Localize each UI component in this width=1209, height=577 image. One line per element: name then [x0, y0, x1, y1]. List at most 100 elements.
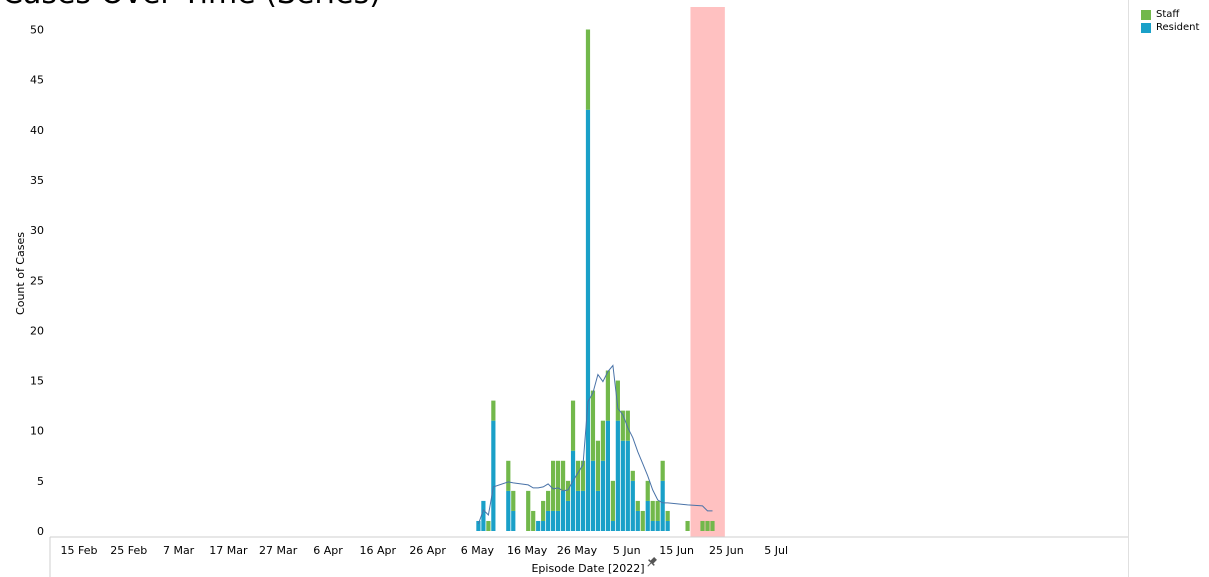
y-tick-label: 45 — [30, 74, 44, 87]
x-tick-label: 15 Jun — [659, 544, 694, 557]
bar-resident — [570, 450, 576, 531]
y-tick-label: 35 — [30, 174, 44, 187]
x-tick-label: 17 Mar — [209, 544, 248, 557]
x-tick-label: 6 Apr — [313, 544, 343, 557]
bar-resident — [595, 490, 601, 531]
bar-staff — [565, 480, 571, 501]
bar-staff — [615, 380, 620, 421]
bar-staff — [705, 520, 710, 531]
x-tick-label: 5 Jun — [613, 544, 641, 557]
bar-resident — [645, 500, 650, 531]
bar-resident — [536, 520, 541, 531]
bar-staff — [486, 520, 491, 531]
bar-resident — [541, 520, 546, 531]
bar-resident — [650, 520, 655, 531]
legend-item-resident[interactable]: Resident — [1141, 22, 1199, 33]
bar-staff — [585, 29, 591, 110]
bar-resident — [585, 109, 591, 532]
bar-staff — [700, 520, 705, 531]
bar-resident — [491, 420, 496, 531]
bar-resident — [481, 500, 486, 531]
bar-resident — [600, 460, 606, 531]
bar-staff — [551, 460, 556, 511]
bar-resident — [560, 490, 566, 531]
highlight-layer — [690, 7, 725, 537]
x-tick-label: 16 May — [507, 544, 548, 557]
trend-line — [477, 364, 713, 525]
legend-swatch-resident — [1141, 22, 1151, 33]
bar-staff — [685, 520, 690, 531]
y-tick-label: 5 — [37, 475, 44, 488]
bar-staff — [531, 510, 536, 531]
legend-item-staff[interactable]: Staff — [1141, 9, 1179, 20]
bar-resident — [546, 510, 551, 531]
x-tick-label: 15 Feb — [60, 544, 97, 557]
bar-staff — [625, 410, 630, 441]
bar-resident — [660, 480, 665, 531]
x-tick-label: 25 Feb — [110, 544, 147, 557]
x-tick-label: 25 Jun — [709, 544, 744, 557]
legend-label-staff: Staff — [1156, 9, 1180, 20]
bar-staff — [650, 500, 655, 521]
bar-staff — [560, 460, 566, 491]
bar-staff — [620, 410, 625, 441]
bar-staff — [640, 510, 645, 531]
bar-resident — [575, 490, 581, 531]
y-axis-title: Count of Cases — [14, 232, 27, 315]
bar-resident — [610, 520, 615, 531]
bar-staff — [491, 400, 496, 421]
bar-staff — [506, 460, 511, 491]
bar-resident — [590, 460, 596, 531]
bar-resident — [630, 480, 635, 531]
bar-staff — [575, 460, 581, 491]
bar-resident — [506, 490, 511, 531]
bar-staff — [655, 500, 660, 521]
x-tick-label: 26 Apr — [409, 544, 446, 557]
y-tick-label: 30 — [30, 224, 44, 237]
x-tick-label: 26 May — [557, 544, 598, 557]
x-axis-title: Episode Date [2022] — [531, 562, 644, 575]
legend-label-resident: Resident — [1156, 22, 1200, 33]
bar-staff — [645, 480, 650, 501]
y-tick-label: 10 — [30, 425, 44, 438]
bar-staff — [570, 400, 576, 451]
bar-resident — [511, 510, 516, 531]
x-tick-label: 27 Mar — [259, 544, 298, 557]
bar-resident — [605, 420, 610, 531]
bar-staff — [660, 460, 665, 481]
bar-resident — [620, 440, 625, 531]
bar-resident — [551, 510, 556, 531]
y-tick-label: 50 — [30, 24, 44, 37]
cases-chart: 0 5 10 15 20 25 30 35 40 45 50 15 Feb 25 Feb 7 Mar 17 … — [14, 7, 1128, 577]
bar-staff — [665, 510, 670, 521]
bar-staff — [605, 370, 610, 421]
bar-staff — [511, 490, 516, 511]
bar-staff — [635, 500, 640, 511]
bar-resident — [565, 500, 571, 531]
bar-staff — [600, 420, 606, 461]
x-tick-label: 5 Jul — [764, 544, 788, 557]
bar-resident — [476, 520, 481, 531]
bar-staff — [595, 440, 601, 491]
bar-resident — [655, 520, 660, 531]
x-tick-label: 7 Mar — [163, 544, 195, 557]
bars-layer — [476, 29, 715, 532]
axes-layer — [49, 536, 1128, 577]
bar-staff — [630, 470, 635, 481]
bar-staff — [610, 480, 615, 521]
legend-swatch-staff — [1141, 9, 1151, 20]
labels-layer: 0 5 10 15 20 25 30 35 40 45 50 15 Feb 25 Feb 7 Mar 17 … — [14, 24, 788, 576]
legend: Staff Resident — [1128, 0, 1209, 577]
trend-layer — [477, 364, 713, 525]
y-tick-label: 0 — [37, 525, 44, 538]
pin-icon[interactable] — [645, 556, 658, 569]
bar-resident — [665, 520, 670, 531]
pin-icon-needle — [647, 562, 652, 567]
y-tick-label: 25 — [30, 274, 44, 287]
bar-staff — [580, 460, 586, 491]
bar-staff — [590, 390, 596, 461]
bar-staff — [526, 490, 531, 531]
pin-icon-base — [648, 559, 655, 566]
bar-resident — [556, 510, 561, 531]
